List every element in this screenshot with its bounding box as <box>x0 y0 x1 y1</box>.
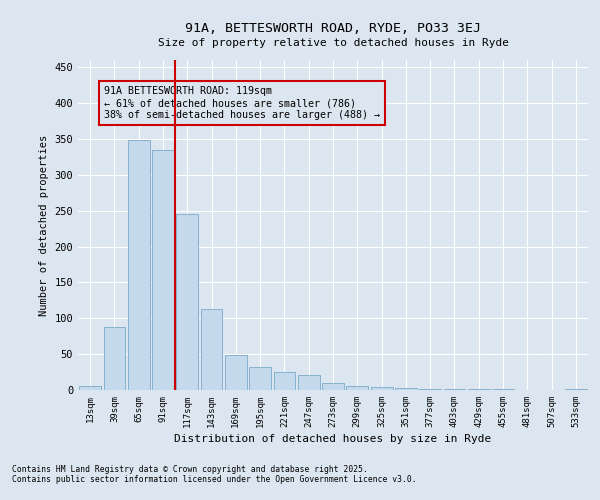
Bar <box>346 386 368 390</box>
Bar <box>225 355 247 390</box>
Bar <box>322 383 344 390</box>
Y-axis label: Number of detached properties: Number of detached properties <box>39 134 49 316</box>
Bar <box>79 386 101 390</box>
Bar <box>395 388 417 390</box>
Bar <box>176 214 198 390</box>
Bar <box>152 150 174 390</box>
Bar <box>274 372 295 390</box>
Bar <box>104 327 125 390</box>
Bar <box>298 375 320 390</box>
Bar <box>419 388 441 390</box>
Text: Size of property relative to detached houses in Ryde: Size of property relative to detached ho… <box>158 38 509 48</box>
X-axis label: Distribution of detached houses by size in Ryde: Distribution of detached houses by size … <box>175 434 491 444</box>
Text: Contains public sector information licensed under the Open Government Licence v3: Contains public sector information licen… <box>12 476 416 484</box>
Bar <box>565 388 587 390</box>
Bar <box>200 309 223 390</box>
Text: 91A BETTESWORTH ROAD: 119sqm
← 61% of detached houses are smaller (786)
38% of s: 91A BETTESWORTH ROAD: 119sqm ← 61% of de… <box>104 86 380 120</box>
Text: Contains HM Land Registry data © Crown copyright and database right 2025.: Contains HM Land Registry data © Crown c… <box>12 466 368 474</box>
Bar <box>371 387 392 390</box>
Bar <box>128 140 149 390</box>
Bar <box>249 367 271 390</box>
Text: 91A, BETTESWORTH ROAD, RYDE, PO33 3EJ: 91A, BETTESWORTH ROAD, RYDE, PO33 3EJ <box>185 22 481 36</box>
